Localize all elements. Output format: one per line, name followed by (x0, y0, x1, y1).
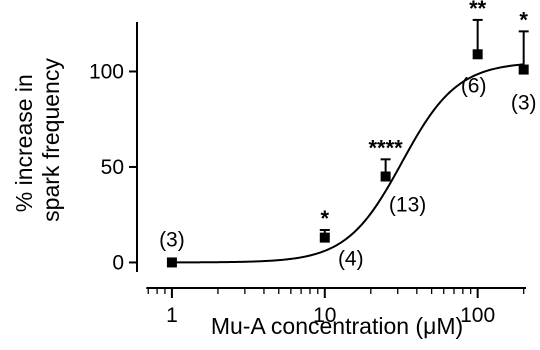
n-label: (3) (159, 228, 185, 251)
y-tick-label-0: 0 (112, 251, 124, 274)
y-tick-label-100: 100 (89, 60, 124, 83)
x-tick-label-100: 100 (460, 304, 495, 327)
n-label: (4) (338, 248, 364, 271)
significance-label: **** (368, 135, 403, 160)
significance-label: ** (469, 0, 487, 21)
y-axis-label-line-1: % increase in (11, 74, 37, 212)
data-point (167, 257, 177, 267)
data-point (381, 172, 391, 182)
y-axis-label-line-2: spark frequency (38, 58, 64, 222)
n-label: (13) (389, 194, 426, 217)
data-point (473, 49, 483, 59)
significance-label: * (321, 206, 330, 231)
data-point (519, 65, 529, 75)
x-tick-label-1: 1 (166, 304, 178, 327)
data-point (320, 233, 330, 243)
y-axis-label: % increase in spark frequency (11, 58, 64, 222)
n-label: (3) (511, 92, 537, 115)
x-axis-label: Mu-A concentration (μM) (211, 313, 463, 339)
annotations: (3) (4) * (13) **** (6) ** (3) * (159, 0, 536, 271)
n-label: (6) (461, 74, 487, 97)
significance-label: * (519, 7, 528, 32)
y-tick-label-50: 50 (101, 156, 124, 179)
